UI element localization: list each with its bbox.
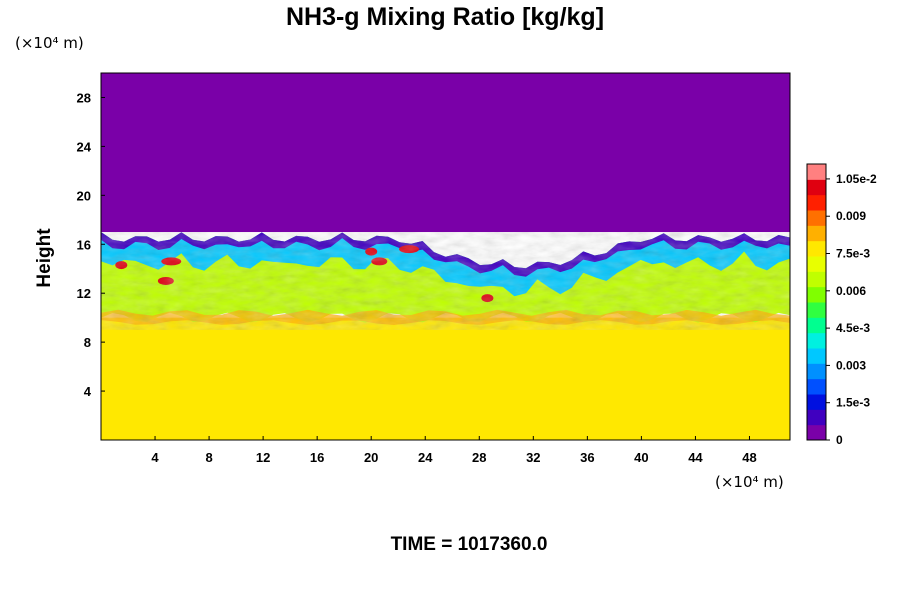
colorbar-swatch (807, 271, 826, 288)
x-tick-label: 8 (205, 450, 212, 465)
colorbar-swatch (807, 409, 826, 426)
colorbar-tick-label: 0 (836, 433, 843, 447)
colorbar-ticks: 1.05e-2 0.009 7.5e-3 0.006 4.5e-3 0.003 1.5e-3… (826, 172, 877, 447)
y-tick-label: 4 (84, 384, 92, 399)
x-axis-ticks: 4 8 12 16 20 24 28 32 36 40 44 48 (151, 436, 757, 465)
colorbar-swatch (807, 179, 826, 196)
colorbar-swatch (807, 394, 826, 410)
colorbar-swatch (807, 317, 826, 334)
x-tick-label: 20 (364, 450, 378, 465)
x-tick-label: 36 (580, 450, 594, 465)
colorbar-border (806, 163, 827, 441)
colorbar-tick-label: 0.003 (836, 358, 866, 372)
x-tick-label: 24 (418, 450, 433, 465)
plot-area (100, 72, 791, 441)
colorbar-swatch (807, 286, 826, 303)
x-tick-label: 28 (472, 450, 486, 465)
colorbar-swatch (807, 240, 826, 257)
colorbar-tick-label: 1.05e-2 (836, 172, 877, 186)
y-tick-label: 16 (77, 237, 91, 252)
colorbar-swatch (807, 378, 826, 395)
colorbar-tick-label: 0.006 (836, 284, 866, 298)
colorbar-swatch (807, 225, 826, 242)
colorbar (806, 163, 827, 441)
x-tick-label: 32 (526, 450, 540, 465)
colorbar-swatch (807, 302, 826, 318)
colorbar-tick-label: 7.5e-3 (836, 247, 870, 261)
chart-title: NH3-g Mixing Ratio [kg/kg] (286, 3, 604, 31)
y-tick-label: 8 (84, 335, 91, 350)
colorbar-swatch (807, 332, 826, 349)
x-tick-label: 48 (742, 450, 756, 465)
upper-layer-fill (101, 73, 790, 233)
colorbar-swatch (807, 256, 826, 272)
x-axis-unit: (×10⁴ m) (715, 473, 784, 491)
colorbar-swatch (807, 164, 826, 180)
y-tick-label: 28 (77, 90, 91, 105)
colorbar-tick-label: 4.5e-3 (836, 321, 870, 335)
y-axis-ticks: 4 8 12 16 20 24 28 (77, 90, 105, 399)
colorbar-swatch (807, 348, 826, 364)
colorbar-swatch (807, 194, 826, 211)
y-tick-label: 24 (77, 139, 92, 154)
x-tick-label: 12 (256, 450, 270, 465)
x-tick-label: 4 (151, 450, 159, 465)
x-tick-label: 16 (310, 450, 324, 465)
y-tick-label: 20 (77, 188, 91, 203)
lower-layer-fill (101, 317, 790, 440)
time-label: TIME = 1017360.0 (391, 534, 548, 555)
colorbar-tick-label: 1.5e-3 (836, 396, 870, 410)
x-tick-label: 44 (688, 450, 703, 465)
y-tick-label: 12 (77, 286, 91, 301)
texture-overlay (101, 232, 790, 330)
colorbar-swatch (807, 424, 826, 441)
colorbar-swatch (807, 363, 826, 380)
colorbar-swatch (807, 210, 826, 226)
x-tick-label: 40 (634, 450, 648, 465)
y-axis-unit: (×10⁴ m) (15, 34, 84, 52)
colorbar-tick-label: 0.009 (836, 209, 866, 223)
plot-border (100, 72, 791, 441)
y-axis-label: Height (34, 228, 55, 288)
